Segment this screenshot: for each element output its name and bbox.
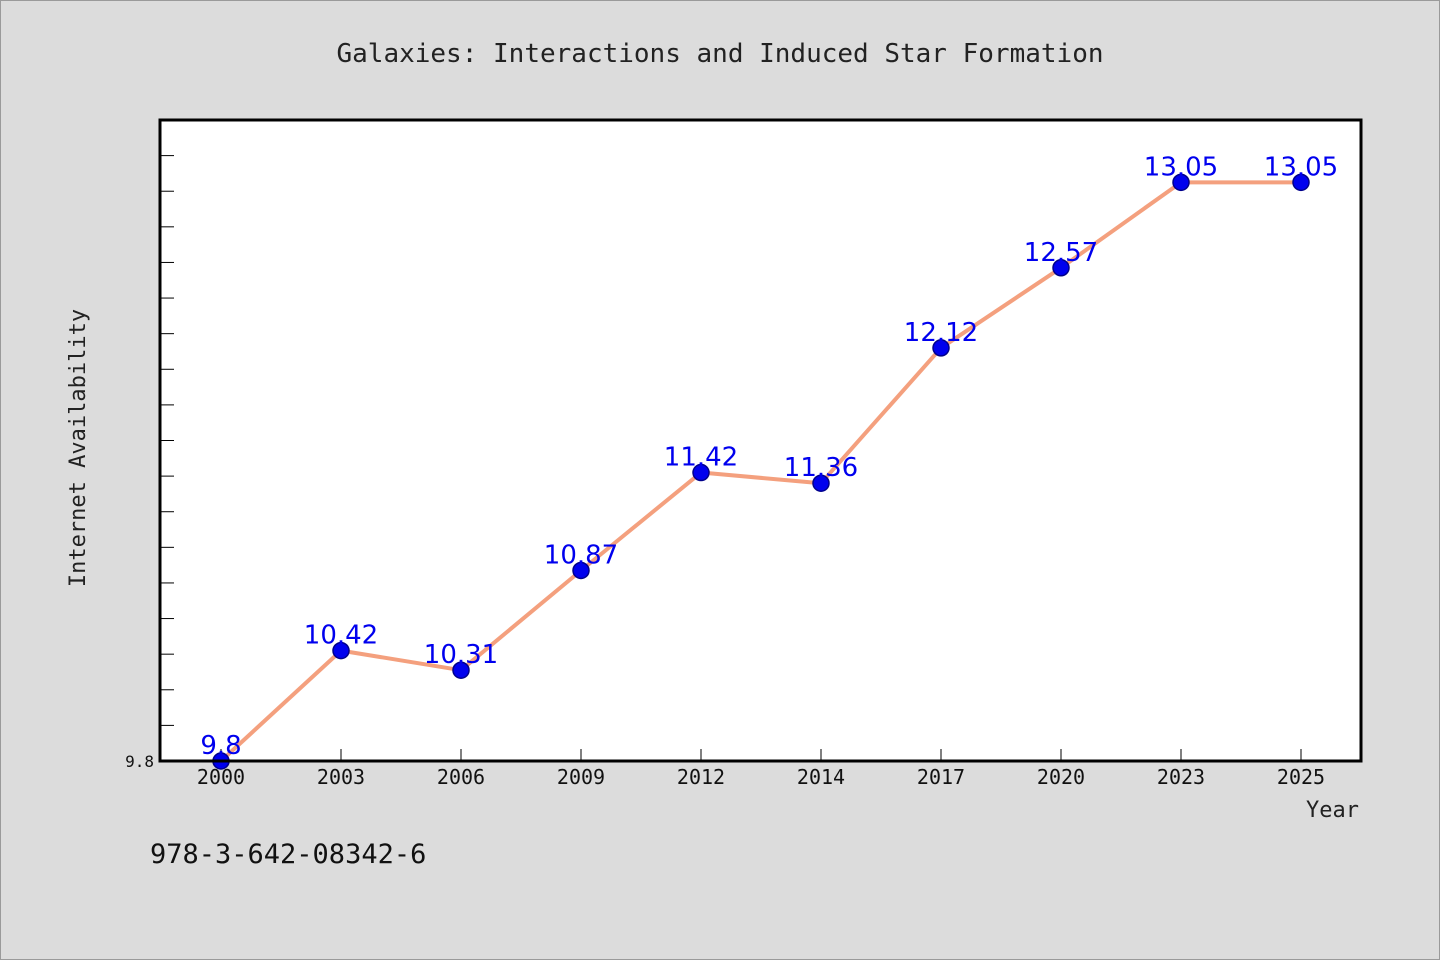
x-axis-tick-labels: 2000 2003 2006 2009 2012 2014 2017 2020 2023 2025 xyxy=(197,765,1325,789)
data-label: 10.31 xyxy=(424,640,498,670)
data-labels: 9.8 10.42 10.31 10.87 11.42 11.36 12.12 12.57 13… xyxy=(200,152,1338,761)
chart-title: Galaxies: Interactions and Induced Star … xyxy=(336,39,1103,69)
x-tick-label: 2000 xyxy=(197,765,245,789)
data-label: 11.42 xyxy=(664,443,738,473)
data-point xyxy=(332,641,350,660)
y-axis-label: Internet Availability xyxy=(66,309,91,587)
data-label: 10.42 xyxy=(304,621,378,651)
x-tick-label: 2009 xyxy=(557,765,605,789)
data-point xyxy=(452,661,470,679)
y-axis-minor-ticks xyxy=(160,119,174,762)
data-point xyxy=(812,474,830,492)
data-point xyxy=(1172,173,1190,192)
x-tick-label: 2003 xyxy=(317,765,365,789)
data-label: 12.57 xyxy=(1024,238,1098,268)
data-point xyxy=(1292,173,1310,192)
series-line xyxy=(219,180,1303,763)
x-tick-label: 2020 xyxy=(1037,765,1085,789)
data-label: 9.8 xyxy=(200,731,241,761)
data-point xyxy=(932,339,950,357)
x-tick-label: 2017 xyxy=(917,765,965,789)
data-point xyxy=(692,463,710,482)
x-axis-label: Year xyxy=(1306,798,1359,823)
x-tick-label: 2014 xyxy=(797,765,845,789)
data-label: 11.36 xyxy=(784,453,858,483)
x-axis-ticks xyxy=(220,749,1302,761)
plot-area xyxy=(160,120,1361,761)
x-tick-label: 2023 xyxy=(1157,765,1205,789)
data-label: 13.05 xyxy=(1264,152,1338,182)
x-tick-label: 2006 xyxy=(437,765,485,789)
y-tick-label: 9.8 xyxy=(125,752,154,771)
y-axis-tick-labels: 9.8 xyxy=(125,752,154,771)
plot-frame xyxy=(158,118,1363,763)
data-point xyxy=(572,561,590,580)
x-tick-label: 2025 xyxy=(1277,765,1325,789)
x-tick-label: 2012 xyxy=(677,765,725,789)
data-label: 10.87 xyxy=(544,540,618,570)
data-label: 12.12 xyxy=(904,318,978,348)
isbn-footer: 978-3-642-08342-6 xyxy=(150,839,426,870)
data-point xyxy=(1052,259,1070,277)
data-label: 13.05 xyxy=(1144,152,1218,182)
